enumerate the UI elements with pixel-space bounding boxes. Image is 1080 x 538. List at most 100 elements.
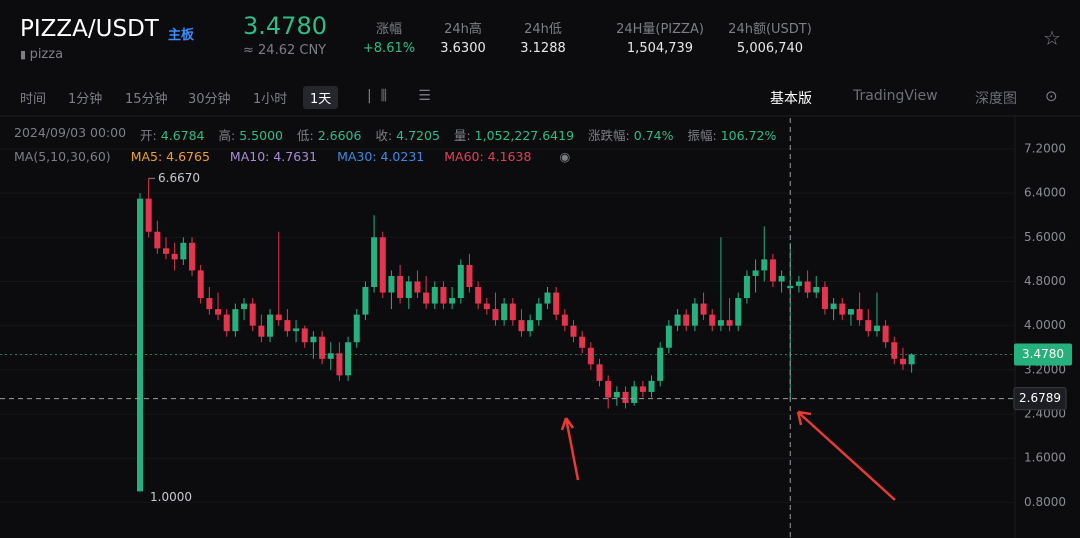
screenshot-icon[interactable]: ⊙ xyxy=(1045,87,1058,105)
candle-body xyxy=(163,248,170,254)
candle-body xyxy=(206,298,213,310)
max-label: 6.6670 xyxy=(158,171,200,185)
candle-body xyxy=(345,342,352,376)
candle-body xyxy=(873,325,880,332)
view-tab[interactable]: 基本版 xyxy=(770,91,812,107)
candle-body xyxy=(466,264,473,287)
interval-tab[interactable]: 1分钟 xyxy=(68,92,103,107)
candle-body xyxy=(284,320,291,332)
toolbar-icons[interactable]: | ⫼ ☰ xyxy=(367,88,431,104)
info-value: 4.7205 xyxy=(396,128,440,143)
candle-body xyxy=(691,303,698,326)
candle-body xyxy=(197,270,204,299)
candle-body xyxy=(310,336,317,343)
info-value: 1,052,227.6419 xyxy=(474,128,575,143)
candle-body xyxy=(579,336,586,348)
candle-body xyxy=(683,314,690,326)
info-value: 0.74% xyxy=(633,128,674,143)
y-tick-label: 0.8000 xyxy=(1024,495,1066,509)
favorite-star[interactable]: ☆ xyxy=(1043,26,1061,50)
candle-body xyxy=(423,292,430,304)
candle-body xyxy=(145,198,152,232)
candle-body xyxy=(821,286,828,310)
info-value: 106.72% xyxy=(720,128,777,143)
candle-body xyxy=(761,259,768,271)
y-tick-label: 4.8000 xyxy=(1024,274,1066,288)
arrow xyxy=(796,410,896,501)
candle-body xyxy=(769,259,776,282)
candle-body xyxy=(171,253,178,260)
info-item: 振幅: 106.72% xyxy=(687,125,776,144)
crosshair-tag xyxy=(1013,387,1067,411)
candle-body xyxy=(830,303,837,310)
candle-body xyxy=(301,328,308,343)
stat-label: 24H量(PIZZA) xyxy=(616,22,704,37)
stat-value: 3.1288 xyxy=(520,41,566,56)
candle-body xyxy=(223,314,230,332)
candle-body xyxy=(787,285,794,289)
view-tab[interactable]: TradingView xyxy=(853,88,938,104)
candle-body xyxy=(648,380,655,392)
candle-body xyxy=(293,328,300,332)
board-tag[interactable]: 主板 xyxy=(168,28,195,43)
candle-body xyxy=(232,309,239,332)
interval-tab[interactable]: 30分钟 xyxy=(188,92,231,107)
candle-body xyxy=(735,298,742,326)
ma-item: MA5: 4.6765 xyxy=(130,149,210,164)
info-value: 4.6784 xyxy=(160,128,205,143)
stat-value: 1,504,739 xyxy=(626,41,694,56)
interval-tab[interactable]: 1天 xyxy=(303,86,339,109)
candle-body xyxy=(518,320,525,332)
candle-body xyxy=(405,281,412,299)
stat-value: 5,006,740 xyxy=(736,41,804,56)
candle-body xyxy=(674,314,681,326)
candle-body xyxy=(440,286,447,304)
candle-body xyxy=(717,320,724,326)
info-label: 低: xyxy=(296,128,314,143)
info-item: 低: 2.6606 xyxy=(297,125,361,144)
candle-body xyxy=(709,314,716,326)
candle-body xyxy=(622,391,629,403)
candle-body xyxy=(596,364,603,381)
candle-body xyxy=(908,354,915,365)
candle-body xyxy=(388,275,395,293)
candle-body xyxy=(215,309,222,315)
candle-body xyxy=(726,320,733,326)
candle-body xyxy=(553,292,560,315)
candle-body xyxy=(605,380,612,398)
interval-tab[interactable]: 1小时 xyxy=(253,92,288,107)
view-tab[interactable]: 深度图 xyxy=(975,91,1017,107)
base-name: pizza xyxy=(29,47,64,62)
arrow xyxy=(560,417,580,481)
candle-body xyxy=(899,358,906,365)
candle-body xyxy=(700,303,707,315)
ma-item: MA60: 4.1638 xyxy=(444,149,532,164)
info-item: 开: 4.6784 xyxy=(140,125,204,144)
candle-body xyxy=(665,325,672,348)
interval-tab[interactable]: 15分钟 xyxy=(125,92,168,107)
ma-title: MA(5,10,30,60) xyxy=(14,149,111,164)
candle-body xyxy=(249,303,256,326)
y-tick-label: 1.6000 xyxy=(1024,451,1066,465)
candle-body xyxy=(397,275,404,299)
min-label: 1.0000 xyxy=(150,490,192,504)
interval-tab[interactable]: 时间 xyxy=(20,92,47,107)
candle-body xyxy=(865,320,872,332)
candle-body xyxy=(631,386,638,403)
candle-body xyxy=(431,286,438,304)
candle-body xyxy=(319,336,326,359)
info-item: 收: 4.7205 xyxy=(375,125,439,144)
info-label: 高: xyxy=(218,128,236,143)
candle-body xyxy=(509,303,516,321)
info-label: 开: xyxy=(140,128,157,143)
y-tick-label: 5.6000 xyxy=(1024,230,1066,244)
candle-body xyxy=(891,342,898,359)
candle-body xyxy=(492,309,499,321)
eye-icon[interactable]: ◉ xyxy=(559,149,571,164)
plot: 7.20006.40005.60004.80004.00003.20002.40… xyxy=(0,118,1072,538)
base-asset: ▮ pizza xyxy=(20,47,64,62)
info-item: 高: 5.5000 xyxy=(219,125,283,144)
candle-body xyxy=(154,231,161,249)
candle-body xyxy=(527,320,534,332)
